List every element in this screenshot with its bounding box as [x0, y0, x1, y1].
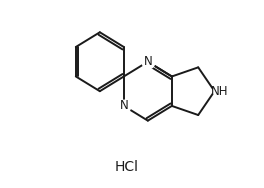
- Text: N: N: [143, 55, 152, 68]
- Text: NH: NH: [210, 85, 228, 98]
- Text: N: N: [119, 99, 128, 112]
- Text: HCl: HCl: [115, 160, 139, 174]
